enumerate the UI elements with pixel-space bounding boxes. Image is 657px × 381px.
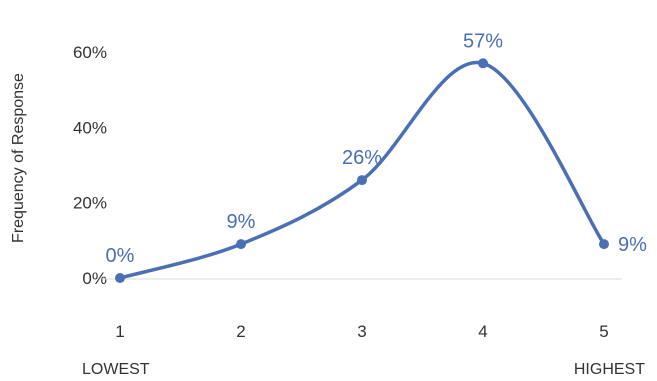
data-label: 9% — [227, 211, 256, 233]
data-point — [357, 175, 367, 186]
x-tick-label: 3 — [357, 322, 366, 341]
series-line — [119, 60, 606, 280]
y-axis-ticks: 0% 20% 40% 60% — [73, 43, 107, 288]
data-point — [599, 239, 609, 250]
data-point — [236, 239, 246, 250]
x-end-label-highest: HIGHEST — [574, 361, 645, 378]
data-points — [115, 58, 609, 283]
y-axis-label: Frequency of Response — [10, 73, 27, 243]
data-label: 0% — [106, 245, 135, 267]
x-tick-label: 1 — [115, 322, 124, 341]
x-tick-label: 4 — [478, 322, 487, 341]
data-labels: 0% 9% 26% 57% 9% — [106, 30, 648, 267]
data-point — [478, 58, 488, 69]
y-tick-label: 20% — [73, 194, 107, 213]
x-tick-label: 5 — [599, 322, 608, 341]
data-point — [115, 273, 125, 283]
y-tick-label: 60% — [73, 43, 107, 62]
y-tick-label: 0% — [82, 269, 107, 288]
x-axis-ticks: 1 2 3 4 5 — [115, 322, 608, 341]
y-tick-label: 40% — [73, 118, 107, 137]
x-tick-label: 2 — [236, 322, 245, 341]
data-label: 57% — [463, 30, 503, 52]
data-label: 26% — [342, 147, 382, 169]
x-end-label-lowest: LOWEST — [82, 361, 150, 378]
data-label: 9% — [618, 234, 647, 256]
